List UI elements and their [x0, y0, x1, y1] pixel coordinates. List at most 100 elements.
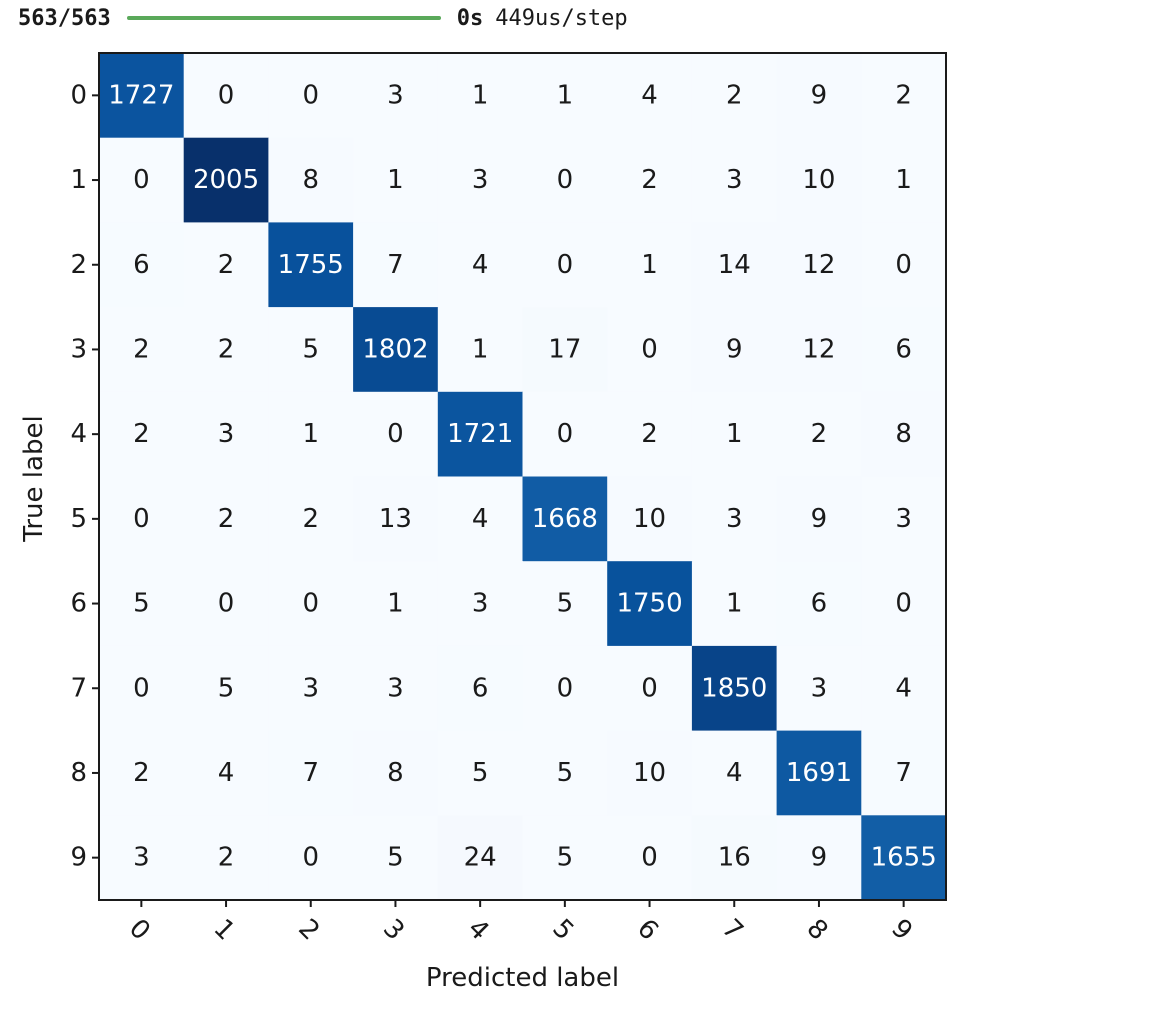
heatmap-cell — [522, 53, 608, 139]
heatmap-cell — [691, 137, 778, 223]
cell-value-label: 3 — [133, 843, 150, 873]
cell-value-label: 4 — [895, 673, 912, 703]
heatmap-cell — [522, 561, 608, 647]
heatmap-cell — [691, 730, 778, 816]
cell-value-label: 12 — [802, 334, 835, 364]
cell-value-label: 0 — [302, 589, 319, 619]
x-axis-label: Predicted label — [426, 963, 619, 993]
cell-value-label: 10 — [633, 504, 666, 534]
heatmap-cell — [437, 815, 523, 901]
cell-value-label: 3 — [811, 673, 828, 703]
heatmap-cell — [861, 645, 947, 732]
heatmap-cell — [183, 137, 269, 223]
cell-value-label: 3 — [387, 80, 404, 110]
heatmap-cell — [691, 391, 778, 477]
y-tick-label: 4 — [70, 419, 87, 449]
cell-value-label: 3 — [218, 419, 235, 449]
heatmap-cell — [607, 645, 693, 732]
cell-value-label: 5 — [133, 589, 150, 619]
cell-value-label: 1 — [726, 419, 743, 449]
cell-value-label: 8 — [895, 419, 912, 449]
cell-value-label: 9 — [811, 80, 828, 110]
cell-value-label: 4 — [472, 250, 489, 280]
heatmap-cell — [861, 391, 947, 477]
heatmap-cell — [522, 391, 608, 477]
cell-value-label: 1 — [895, 165, 912, 195]
cell-value-label: 13 — [379, 504, 412, 534]
cell-value-label: 2005 — [193, 165, 259, 195]
progress-bar — [126, 16, 441, 20]
heatmap-cell — [776, 645, 862, 732]
heatmap-cell — [353, 476, 439, 562]
cell-value-label: 1850 — [701, 673, 767, 703]
y-tick-label: 6 — [70, 589, 87, 619]
heatmap-cell — [99, 561, 185, 647]
heatmap-cell — [776, 391, 862, 477]
heatmap-cell — [183, 53, 269, 139]
heatmap-cell — [183, 476, 269, 562]
heatmap-cell — [183, 561, 269, 647]
cell-value-label: 1655 — [871, 843, 937, 873]
heatmap-cell — [861, 476, 947, 562]
cell-value-label: 2 — [218, 250, 235, 280]
cell-value-label: 1691 — [786, 758, 852, 788]
cell-value-label: 1 — [557, 80, 574, 110]
heatmap-cell — [776, 137, 862, 223]
cell-value-label: 1755 — [278, 250, 344, 280]
cell-value-label: 9 — [811, 504, 828, 534]
cell-value-label: 5 — [557, 843, 574, 873]
cell-value-label: 4 — [218, 758, 235, 788]
heatmap-cell — [522, 476, 608, 562]
heatmap-cell — [776, 561, 862, 647]
y-tick-label: 7 — [70, 673, 87, 703]
heatmap-cell — [268, 815, 354, 901]
heatmap-cell — [268, 561, 354, 647]
heatmap-cell — [437, 476, 523, 562]
y-tick-label: 5 — [70, 504, 87, 534]
heatmap-cell — [776, 53, 862, 139]
cell-value-label: 6 — [133, 250, 150, 280]
heatmap-cell — [353, 391, 439, 477]
heatmap-cell — [183, 222, 269, 308]
heatmap-cell — [268, 137, 354, 223]
heatmap-cell — [99, 476, 185, 562]
heatmap-cell — [99, 815, 185, 901]
cell-value-label: 2 — [218, 504, 235, 534]
heatmap-cell — [437, 53, 523, 139]
heatmap-cell — [607, 222, 693, 308]
cell-value-label: 0 — [133, 165, 150, 195]
cell-value-label: 0 — [557, 673, 574, 703]
heatmap-cell — [607, 561, 693, 647]
cell-value-label: 1 — [726, 589, 743, 619]
heatmap-cell — [522, 307, 608, 393]
cell-value-label: 1 — [302, 419, 319, 449]
heatmap-cell — [353, 561, 439, 647]
heatmap-cell — [268, 222, 354, 308]
heatmap-cell — [353, 815, 439, 901]
cell-value-label: 8 — [387, 758, 404, 788]
heatmap-cell — [268, 645, 354, 732]
y-tick-label: 3 — [70, 334, 87, 364]
cell-value-label: 10 — [633, 758, 666, 788]
heatmap-cell — [99, 645, 185, 732]
heatmap-cell — [861, 222, 947, 308]
cell-value-label: 3 — [387, 673, 404, 703]
cell-value-label: 2 — [218, 843, 235, 873]
heatmap-cell — [183, 730, 269, 816]
cell-value-label: 14 — [718, 250, 751, 280]
heatmap-cell — [437, 730, 523, 816]
cell-value-label: 0 — [133, 504, 150, 534]
cell-value-label: 24 — [464, 843, 497, 873]
heatmap-cell — [607, 815, 693, 901]
cell-value-label: 0 — [302, 80, 319, 110]
cell-value-label: 6 — [811, 589, 828, 619]
cell-value-label: 2 — [726, 80, 743, 110]
heatmap-cell — [522, 137, 608, 223]
y-tick-label: 2 — [70, 250, 87, 280]
heatmap-cell — [353, 730, 439, 816]
heatmap-cell — [691, 222, 778, 308]
heatmap-cell — [607, 476, 693, 562]
x-tick-label: 9 — [885, 914, 918, 947]
x-tick-label: 3 — [377, 914, 410, 947]
